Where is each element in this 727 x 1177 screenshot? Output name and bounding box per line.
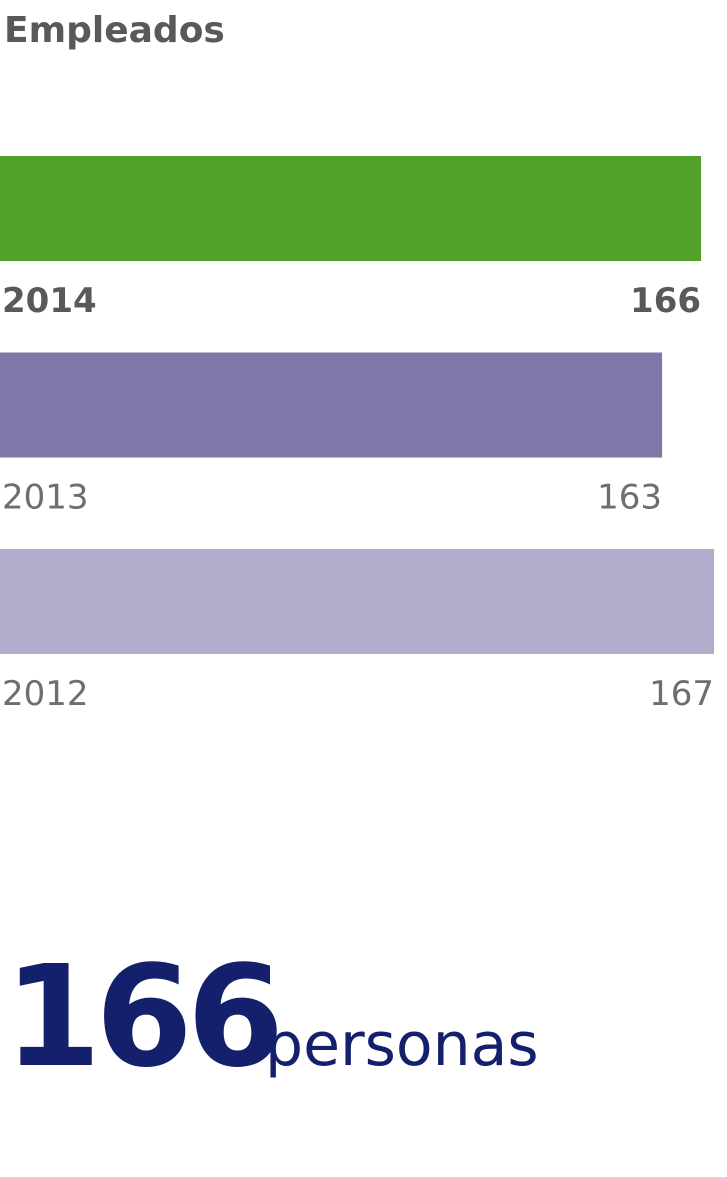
total-unit: personas xyxy=(265,1010,539,1080)
value-label: 167 xyxy=(649,674,714,714)
bar xyxy=(0,156,702,261)
category-label: 2012 xyxy=(2,674,89,714)
bar xyxy=(0,549,715,654)
total-value: 166 xyxy=(4,936,278,1099)
chart-title: Empleados xyxy=(4,10,225,51)
value-label: 163 xyxy=(597,478,662,518)
category-label: 2014 xyxy=(2,281,97,321)
bar xyxy=(0,352,663,458)
value-label: 166 xyxy=(630,281,701,321)
category-label: 2013 xyxy=(2,478,89,518)
